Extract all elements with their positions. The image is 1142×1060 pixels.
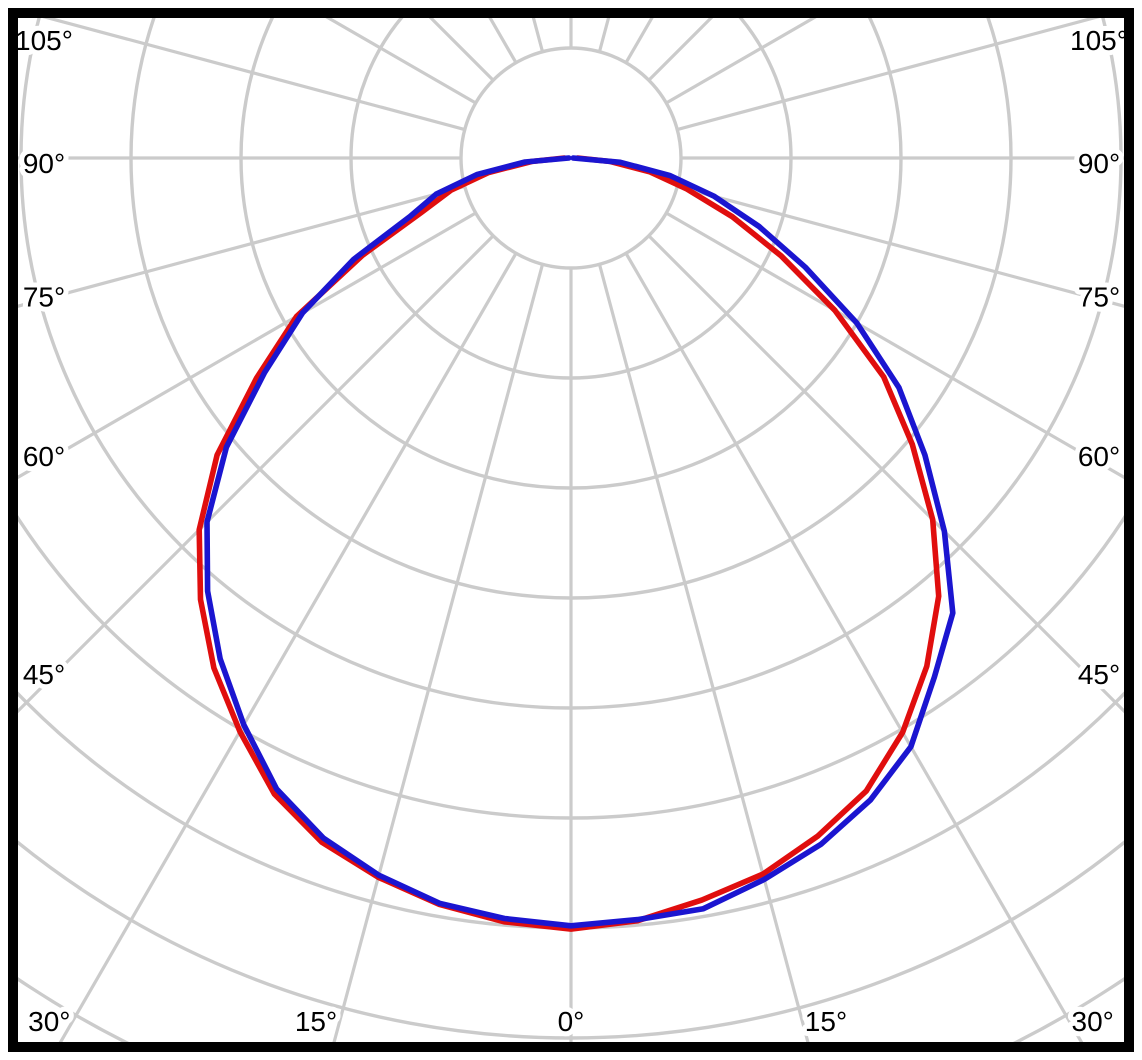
angle-label: 30°: [28, 1006, 70, 1037]
grid-spoke: [332, 263, 545, 1042]
grid-spoke: [597, 263, 810, 1042]
red-curve: [196, 155, 942, 932]
angle-label: 0°: [558, 1006, 585, 1037]
angle-label: 15°: [805, 1006, 847, 1037]
chart-frame: [8, 8, 1134, 1052]
grid-spoke: [676, 184, 1124, 308]
angle-label: 75°: [1078, 281, 1120, 312]
angle-label: 30°: [1072, 1006, 1114, 1037]
angle-label: 75°: [23, 281, 65, 312]
grid-spoke: [647, 234, 1124, 714]
angle-label: 105°: [15, 25, 73, 56]
grid-spoke: [624, 252, 1084, 1042]
angle-label: 60°: [23, 441, 65, 472]
angle-label: 105°: [1070, 25, 1128, 56]
blue-curve: [204, 155, 956, 929]
angle-label: 45°: [1078, 659, 1120, 690]
angle-label: 15°: [295, 1006, 337, 1037]
angle-label: 90°: [23, 148, 65, 179]
grid-spoke: [58, 252, 518, 1042]
angle-label: 45°: [23, 659, 65, 690]
angle-label: 60°: [1078, 441, 1120, 472]
grid-spoke: [18, 184, 466, 308]
angle-label: 90°: [1078, 148, 1120, 179]
grid-spoke: [42, 18, 466, 132]
grid-spoke: [18, 234, 495, 714]
grid-spoke: [676, 18, 1100, 132]
grid-spoke: [18, 211, 477, 480]
